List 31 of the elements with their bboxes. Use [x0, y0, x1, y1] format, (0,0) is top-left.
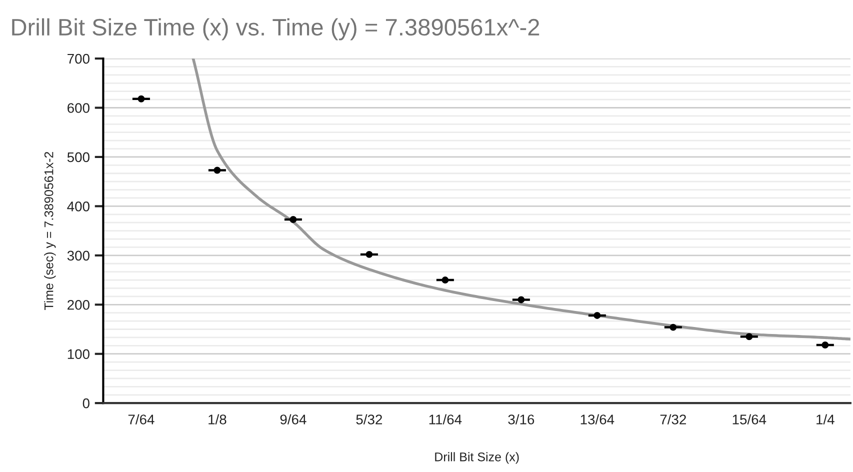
y-tick-label: 100: [68, 349, 90, 360]
y-tick-label: 500: [67, 152, 90, 162]
x-tick-label: 7/64: [128, 414, 154, 424]
y-tick-label: 600: [68, 103, 90, 113]
point: [594, 312, 601, 319]
point: [290, 216, 297, 223]
y-tick-label: 400: [67, 202, 90, 212]
y-tick-label: 700: [68, 54, 90, 64]
point: [442, 276, 449, 284]
y-tick-label: 300: [67, 250, 90, 261]
x-tick-label: 3/16: [508, 414, 534, 424]
point: [822, 342, 829, 348]
x-tick-label: 5/32: [356, 414, 382, 424]
x-tick-label: 1/8: [208, 414, 226, 424]
x-tick-label: 13/64: [580, 414, 614, 424]
x-tick-label: 11/64: [429, 414, 462, 424]
x-tick-label: 1/4: [816, 414, 834, 424]
x-axis-title: Drill Bit Size (x): [435, 452, 519, 464]
x-tick-label: 9/64: [280, 414, 306, 424]
y-axis-title: Time (sec) y = 7.3890561x-2: [44, 152, 56, 310]
point: [214, 166, 221, 174]
x-tick-label: 7/32: [660, 414, 686, 424]
point: [366, 250, 373, 258]
point: [746, 333, 753, 340]
point: [518, 296, 525, 304]
point: [670, 324, 677, 331]
point: [138, 95, 145, 102]
x-tick-label: 15/64: [732, 414, 766, 424]
chart-title: Drill Bit Size Time (x) vs. Time (y) = 7.3890561x^-2: [12, 18, 540, 40]
y-tick-label: 0: [82, 398, 90, 408]
y-tick-label: 200: [68, 300, 90, 310]
